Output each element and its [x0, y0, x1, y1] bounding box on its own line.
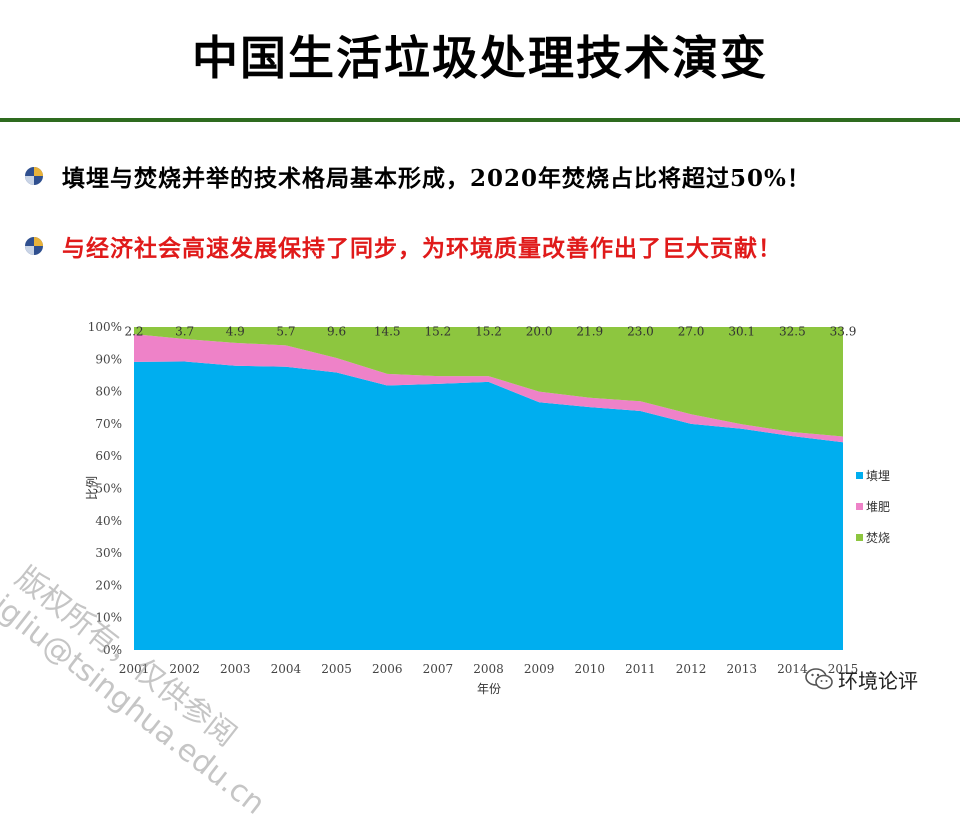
x-tick-label: 2005: [321, 662, 352, 676]
wechat-badge: 环境论评: [804, 664, 918, 694]
data-label: 9.6: [327, 324, 346, 338]
area-series-1: [134, 361, 843, 650]
x-tick-label: 2008: [473, 662, 504, 676]
y-tick-label: 80%: [95, 385, 122, 399]
x-tick-label: 2013: [726, 662, 757, 676]
bullet-2-text: 与经济社会高速发展保持了同步，为环境质量改善作出了巨大贡献！: [62, 235, 782, 262]
area-series-3: [134, 327, 843, 437]
legend-label: 焚烧: [866, 531, 890, 545]
wechat-label: 环境论评: [838, 668, 918, 693]
x-tick-label: 2011: [625, 662, 656, 676]
y-tick-label: 70%: [95, 417, 122, 431]
x-tick-label: 2003: [220, 662, 251, 676]
data-label: 33.9: [830, 324, 857, 338]
data-label: 23.0: [627, 324, 654, 338]
data-label: 30.1: [728, 324, 755, 338]
y-tick-label: 100%: [88, 320, 122, 334]
y-tick-label: 30%: [95, 546, 122, 560]
legend-swatch: [856, 503, 863, 510]
y-tick-label: 40%: [95, 514, 122, 528]
x-tick-label: 2014: [777, 662, 808, 676]
y-tick-label: 90%: [95, 352, 122, 366]
x-tick-label: 2015: [828, 662, 859, 676]
y-tick-label: 60%: [95, 449, 122, 463]
legend-swatch: [856, 534, 863, 541]
legend-label: 堆肥: [866, 500, 890, 514]
x-tick-label: 2010: [575, 662, 606, 676]
title-divider: [0, 118, 960, 122]
slide-title: 中国生活垃圾处理技术演变: [192, 31, 768, 85]
y-tick-label: 10%: [95, 611, 122, 625]
bullet-1: 填埋与焚烧并举的技术格局基本形成，2020年焚烧占比将超过50%！: [24, 156, 811, 196]
x-tick-label: 2009: [524, 662, 555, 676]
data-label: 15.2: [475, 324, 502, 338]
x-tick-label: 2004: [271, 662, 302, 676]
y-tick-label: 20%: [95, 578, 122, 592]
x-tick-label: 2002: [169, 662, 200, 676]
bullet-ball-icon: [25, 167, 43, 185]
wechat-icon: [805, 668, 833, 690]
x-tick-label: 2007: [423, 662, 454, 676]
data-label: 20.0: [526, 324, 553, 338]
data-label: 15.2: [424, 324, 451, 338]
x-tick-label: 2006: [372, 662, 403, 676]
x-tick-label: 2001: [119, 662, 150, 676]
area-series-2: [134, 334, 843, 443]
bullet-1-text: 填埋与焚烧并举的技术格局基本形成，2020年焚烧占比将超过50%！: [62, 165, 811, 192]
stacked-area-chart: 0% 10% 20% 30% 40% 50% 60% 70% 80% 90% 100% 2001 20…: [85, 320, 890, 696]
legend-swatch: [856, 472, 863, 479]
data-label: 21.9: [576, 324, 603, 338]
legend-label: 填埋: [866, 469, 890, 483]
y-axis-title: 比例: [85, 476, 99, 500]
data-label: 14.5: [374, 324, 401, 338]
x-axis-title: 年份: [477, 682, 501, 696]
y-tick-label: 50%: [95, 482, 122, 496]
data-label: 27.0: [678, 324, 705, 338]
bullet-ball-icon: [25, 237, 43, 255]
data-label: 3.7: [175, 324, 194, 338]
data-label: 4.9: [226, 324, 245, 338]
bullet-2: 与经济社会高速发展保持了同步，为环境质量改善作出了巨大贡献！: [24, 226, 782, 266]
data-label: 5.7: [276, 324, 295, 338]
x-tick-label: 2012: [676, 662, 707, 676]
y-tick-label: 0%: [103, 643, 122, 657]
data-label: 32.5: [779, 324, 806, 338]
data-label: 2.2: [124, 324, 143, 338]
